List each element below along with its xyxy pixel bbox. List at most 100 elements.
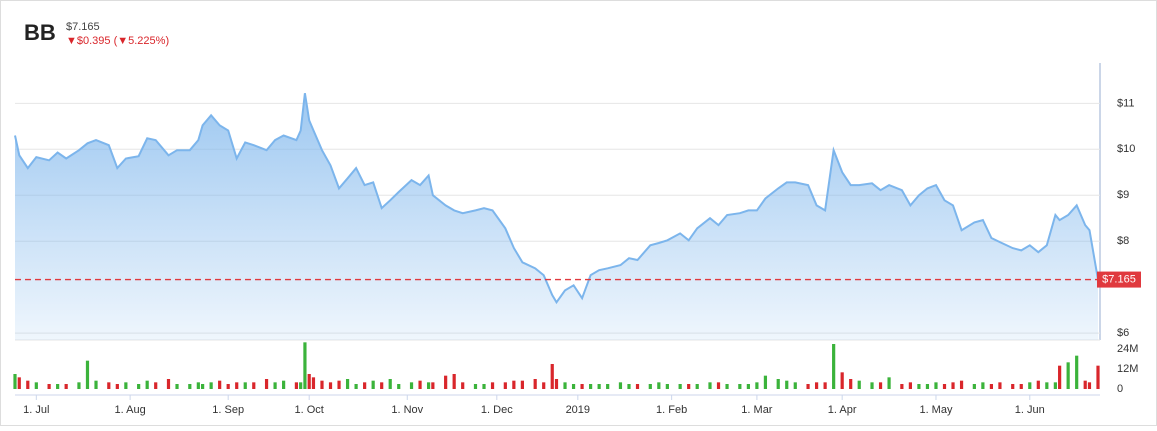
volume-bar xyxy=(1045,382,1049,389)
x-tick-label: 1. Apr xyxy=(828,404,857,416)
y-tick-label: $11 xyxy=(1117,97,1135,109)
volume-bar xyxy=(1053,382,1057,389)
volume-bar xyxy=(196,382,200,389)
volume-bar xyxy=(85,360,90,389)
volume-bar xyxy=(695,384,699,389)
volume-bar xyxy=(550,364,554,389)
volume-bar xyxy=(47,384,51,389)
volume-bar xyxy=(94,380,98,389)
volume-bar xyxy=(878,382,883,389)
volume-bar xyxy=(832,344,836,389)
volume-bar xyxy=(345,379,350,389)
volume-bar xyxy=(294,382,299,389)
volume-bar xyxy=(785,380,789,389)
volume-bar xyxy=(1096,365,1100,389)
volume-bar xyxy=(571,384,576,389)
volume-bar xyxy=(1087,382,1092,389)
volume-bar xyxy=(154,382,158,389)
y-tick-label: $8 xyxy=(1117,235,1129,247)
volume-bar xyxy=(814,382,819,389)
volume-bar xyxy=(482,384,486,389)
volume-bar xyxy=(371,380,375,389)
volume-bar xyxy=(618,382,623,389)
volume-bar xyxy=(589,384,593,389)
volume-bar xyxy=(554,379,559,389)
y-tick-label: $6 xyxy=(1117,327,1129,339)
volume-bar xyxy=(687,384,691,389)
volume-bar xyxy=(115,384,119,389)
volume-bar xyxy=(1011,384,1015,389)
volume-bar xyxy=(563,382,567,389)
volume-bar xyxy=(264,379,269,389)
volume-bar xyxy=(1083,380,1087,389)
x-tick-label: 1. Dec xyxy=(481,404,513,416)
volume-bar xyxy=(542,382,546,389)
last-price-label: $7.165 xyxy=(1102,273,1136,285)
volume-bar xyxy=(512,380,516,389)
volume-tick-label: 12M xyxy=(1117,363,1138,375)
volume-bar xyxy=(635,384,640,389)
volume-bar xyxy=(235,382,239,389)
price-line xyxy=(14,93,1099,305)
volume-bar xyxy=(444,375,448,389)
volume-bar xyxy=(648,384,652,389)
volume-bar xyxy=(1028,382,1032,389)
volume-bar xyxy=(942,384,947,389)
volume-bar xyxy=(840,372,844,389)
x-tick-label: 1. Aug xyxy=(115,404,146,416)
volume-bar xyxy=(533,379,537,389)
volume-bar xyxy=(989,384,994,389)
volume-bar xyxy=(201,384,205,389)
volume-bar xyxy=(226,384,230,389)
x-tick-label: 1. Nov xyxy=(391,404,423,416)
volume-bar xyxy=(77,382,81,389)
volume-bar xyxy=(763,375,768,389)
volume-bar xyxy=(320,380,324,389)
volume-bar xyxy=(917,384,921,389)
volume-tick-label: 24M xyxy=(1117,343,1138,355)
volume-bar xyxy=(503,382,507,389)
volume-bar xyxy=(56,384,60,389)
volume-bar xyxy=(606,384,610,389)
x-tick-label: 1. Mar xyxy=(741,404,773,416)
volume-bar xyxy=(166,379,171,389)
volume-bar xyxy=(738,384,742,389)
volume-bar xyxy=(311,377,316,389)
volume-bar xyxy=(1019,384,1023,389)
volume-bar xyxy=(303,342,307,389)
volume-bar xyxy=(959,380,964,389)
volume-bar xyxy=(337,380,341,389)
volume-bar xyxy=(252,382,256,389)
symbol: BB xyxy=(24,20,56,45)
volume-bar xyxy=(908,382,912,389)
volume-bar xyxy=(145,380,149,389)
volume-bar xyxy=(1066,362,1070,389)
volume-bar xyxy=(951,382,955,389)
y-tick-label: $10 xyxy=(1117,143,1135,155)
volume-bar xyxy=(354,384,358,389)
volume-bar xyxy=(490,382,495,389)
volume-bar xyxy=(307,374,311,389)
volume-bar xyxy=(107,382,111,389)
volume-bar xyxy=(426,382,431,389)
volume-bar xyxy=(725,384,729,389)
volume-bar xyxy=(900,384,904,389)
volume-bar xyxy=(209,382,213,389)
volume-bar xyxy=(870,382,874,389)
volume-bar xyxy=(137,384,141,389)
volume-bar xyxy=(175,384,179,389)
volume-bar xyxy=(981,382,985,389)
price-area xyxy=(15,93,1098,340)
x-tick-label: 1. Feb xyxy=(656,404,687,416)
volume-bar xyxy=(299,382,303,389)
x-tick-label: 2019 xyxy=(566,404,590,416)
volume-bar xyxy=(627,384,631,389)
volume-bar xyxy=(665,384,669,389)
volume-bar xyxy=(397,384,401,389)
volume-bar xyxy=(380,382,384,389)
volume-bar xyxy=(887,377,891,389)
volume-bar xyxy=(716,382,721,389)
x-tick-label: 1. Oct xyxy=(295,404,324,416)
last-price-box xyxy=(1097,271,1141,288)
volume-bar xyxy=(657,382,661,389)
